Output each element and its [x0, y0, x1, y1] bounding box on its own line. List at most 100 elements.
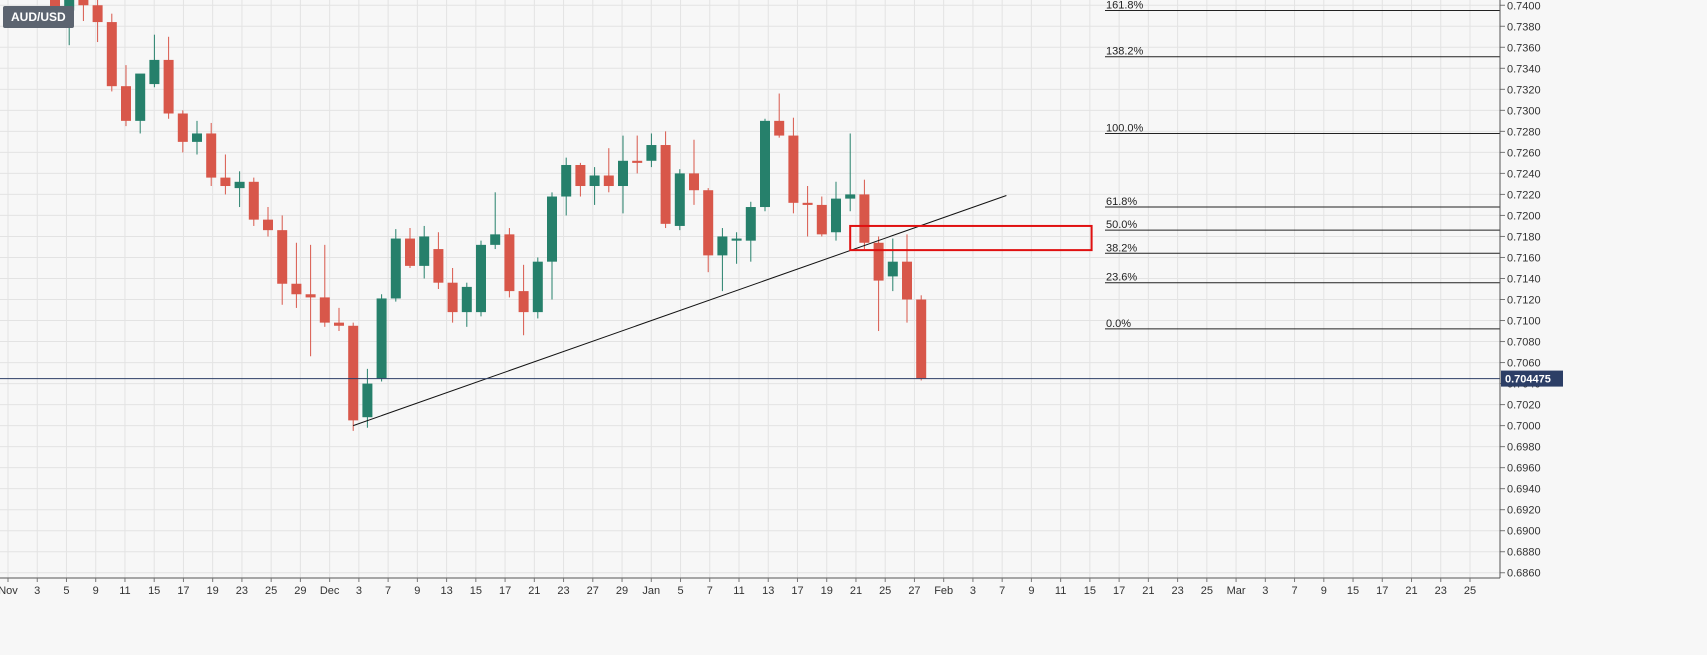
candle [589, 167, 600, 205]
candle-body-down [106, 22, 117, 87]
y-tick-label: 0.7100 [1507, 316, 1541, 328]
x-tick-label: 15 [1347, 585, 1359, 597]
x-tick-label: 7 [707, 585, 713, 597]
y-tick-label: 0.7380 [1507, 21, 1541, 33]
candle [618, 135, 628, 214]
candle [206, 122, 217, 187]
candle [561, 157, 572, 216]
candle [234, 171, 245, 208]
candle [518, 264, 529, 336]
fibonacci-levels: 161.8% 138.2% 100.0% 61.8% 50.0% 38.2% 23.6% 0.… [1105, 0, 1500, 330]
x-tick-label: 25 [1464, 585, 1476, 597]
candle-body-down [263, 219, 273, 231]
candle [760, 118, 770, 212]
candle-body-down [575, 164, 586, 187]
overlays [0, 194, 1500, 427]
x-tick-label: 13 [762, 585, 774, 597]
candle-body-down [433, 249, 444, 283]
x-tick-label: 27 [908, 585, 920, 597]
candle-body-up [362, 383, 373, 418]
x-tick-label: 15 [470, 585, 482, 597]
x-tick-label: 21 [1405, 585, 1417, 597]
candle [831, 181, 841, 241]
candle [745, 201, 756, 262]
candle [532, 257, 543, 319]
candle [490, 192, 501, 250]
candle-body-up [376, 298, 387, 379]
candle-body-down [206, 133, 217, 178]
candle-body-down [121, 86, 131, 121]
candle [390, 229, 401, 302]
candle-body-up [760, 120, 770, 208]
candle-body-down [902, 261, 912, 300]
candle [135, 73, 146, 134]
candle-body-down [816, 204, 827, 235]
candle [646, 133, 657, 168]
candle [703, 188, 714, 273]
candle-body-up [149, 59, 160, 85]
x-tick-label: 15 [1084, 585, 1096, 597]
candle [476, 240, 486, 317]
candle [348, 322, 359, 431]
x-tick-label: 29 [294, 585, 306, 597]
candle [689, 139, 699, 205]
fib-level-label: 23.6% [1106, 272, 1137, 284]
candle-body-down [305, 294, 316, 298]
candle-body-down [859, 194, 870, 243]
x-tick-label: 27 [587, 585, 599, 597]
x-tick-label: 13 [440, 585, 452, 597]
candle-body-up [831, 198, 841, 233]
x-tick-label: 3 [34, 585, 40, 597]
candle-body-up [135, 73, 146, 121]
x-tick-label: Jan [642, 585, 660, 597]
candle [277, 215, 288, 305]
candles [50, 0, 927, 431]
x-tick-label: 15 [148, 585, 160, 597]
candle [334, 307, 344, 332]
candle-body-up [390, 238, 401, 299]
x-tick-label: 9 [93, 585, 99, 597]
candle-body-down [504, 234, 515, 292]
candle-body-up [234, 181, 245, 189]
y-tick-label: 0.7000 [1507, 421, 1541, 433]
x-tick-label: 17 [1113, 585, 1125, 597]
candle [177, 110, 188, 153]
candle [78, 0, 89, 22]
candle [788, 117, 799, 214]
x-tick-label: 7 [385, 585, 391, 597]
x-tick-label: 5 [677, 585, 683, 597]
fib-level-label: 50.0% [1106, 219, 1137, 231]
candle [461, 282, 472, 327]
x-tick-label: 11 [119, 585, 130, 597]
candle-body-up [589, 175, 600, 187]
current-price-tag: 0.704475 [1501, 370, 1563, 387]
candle [163, 36, 174, 119]
x-tick-label: 21 [528, 585, 540, 597]
candle-body-down [92, 5, 103, 23]
x-tick-label: 23 [1171, 585, 1183, 597]
candle-body-down [319, 297, 330, 323]
x-tick-label: 7 [999, 585, 1005, 597]
y-tick-label: 0.7200 [1507, 210, 1541, 222]
time-axis[interactable]: Nov 3 5 9 11 15 17 19 23 25 29 Dec 3 7 9 13 15 17 21 23 27 29… [0, 577, 1500, 597]
y-tick-label: 0.7300 [1507, 105, 1541, 117]
y-tick-label: 0.7020 [1507, 400, 1541, 412]
x-tick-label: 17 [499, 585, 511, 597]
candle-body-up [717, 236, 728, 256]
candle [121, 65, 131, 127]
candle [220, 154, 231, 195]
candle [263, 207, 273, 237]
candle [717, 228, 728, 292]
candle [802, 186, 813, 237]
candle-body-up [745, 207, 756, 241]
candle [319, 244, 330, 327]
x-tick-label: 25 [265, 585, 277, 597]
fib-level-label: 61.8% [1106, 196, 1137, 208]
candle-body-down [802, 202, 813, 205]
candle-body-down [788, 135, 799, 203]
x-tick-label: Dec [320, 585, 340, 597]
price-axis[interactable]: 0.7400 0.7380 0.7360 0.7340 0.7320 0.7300 0.72… [1499, 0, 1563, 580]
candle-body-down [632, 160, 643, 163]
candle-body-up [532, 261, 543, 313]
